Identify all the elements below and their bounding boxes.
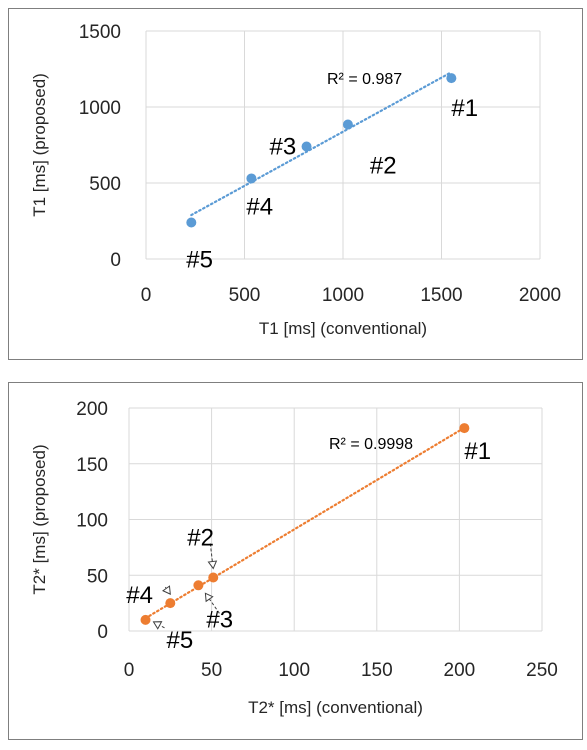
- data-point-label: #2: [370, 152, 397, 179]
- y-tick-label: 500: [89, 174, 121, 195]
- y-axis-title: T2* [ms] (proposed): [30, 444, 49, 594]
- x-tick-label: 250: [526, 660, 558, 681]
- data-point: [446, 73, 457, 84]
- trendline: [144, 426, 466, 620]
- y-tick-label: 0: [110, 250, 121, 271]
- y-tick-label: 150: [76, 455, 108, 476]
- y-axis-title: T1 [ms] (proposed): [30, 73, 49, 217]
- annotation-arrowhead: [204, 592, 214, 603]
- annotation-arrowhead: [161, 585, 171, 595]
- annotation-arrowhead: [152, 621, 163, 630]
- x-axis-title: T2* [ms] (conventional): [248, 698, 423, 717]
- x-tick-label: 0: [124, 660, 135, 681]
- data-point-label: #1: [464, 438, 491, 465]
- t2star-scatter-chart: 0 50 100 150 200 250 0 50 100 150 200 T2* [ms] (con…: [30, 399, 558, 717]
- y-tick-label: 1500: [79, 22, 121, 43]
- data-point: [193, 580, 204, 591]
- data-point: [246, 173, 257, 184]
- data-point-label: #3: [270, 134, 297, 161]
- data-point: [140, 614, 151, 625]
- data-point-label: #5: [167, 627, 194, 654]
- data-point-label: #3: [206, 606, 233, 633]
- data-point: [459, 423, 470, 434]
- r-squared-label: R² = 0.9998: [329, 436, 413, 453]
- y-tick-label: 50: [87, 566, 108, 587]
- x-tick-label: 50: [201, 660, 222, 681]
- t1-chart-panel: 0 500 1000 1500 2000 0 500 1000 1500 T1 [ms] (con…: [8, 8, 583, 360]
- data-point: [165, 598, 176, 609]
- data-point: [208, 572, 219, 583]
- data-point: [342, 119, 353, 130]
- data-point-label: #4: [246, 193, 273, 220]
- x-axis-title: T1 [ms] (conventional): [259, 319, 427, 338]
- x-tick-label: 200: [444, 660, 476, 681]
- t2star-chart-panel: 0 50 100 150 200 250 0 50 100 150 200 T2* [ms] (con…: [8, 382, 583, 740]
- data-point-label: #5: [186, 247, 213, 274]
- data-point: [301, 141, 312, 152]
- x-tick-label: 1500: [420, 285, 462, 306]
- data-point-label: #4: [126, 582, 153, 609]
- x-tick-label: 0: [141, 285, 152, 306]
- t1-scatter-chart: 0 500 1000 1500 2000 0 500 1000 1500 T1 [ms] (con…: [30, 22, 561, 338]
- y-tick-label: 200: [76, 399, 108, 420]
- annotation-arrowhead: [207, 560, 218, 570]
- data-point-label: #2: [187, 524, 214, 551]
- y-tick-label: 100: [76, 511, 108, 532]
- trendline: [190, 71, 453, 217]
- data-point-label: #1: [451, 95, 478, 122]
- x-tick-label: 150: [361, 660, 393, 681]
- x-tick-label: 100: [278, 660, 310, 681]
- x-tick-label: 2000: [519, 285, 561, 306]
- x-tick-label: 500: [229, 285, 261, 306]
- data-point: [186, 217, 197, 228]
- x-tick-label: 1000: [322, 285, 364, 306]
- y-tick-label: 0: [97, 622, 108, 643]
- r-squared-label: R² = 0.987: [327, 71, 402, 88]
- y-tick-label: 1000: [79, 98, 121, 119]
